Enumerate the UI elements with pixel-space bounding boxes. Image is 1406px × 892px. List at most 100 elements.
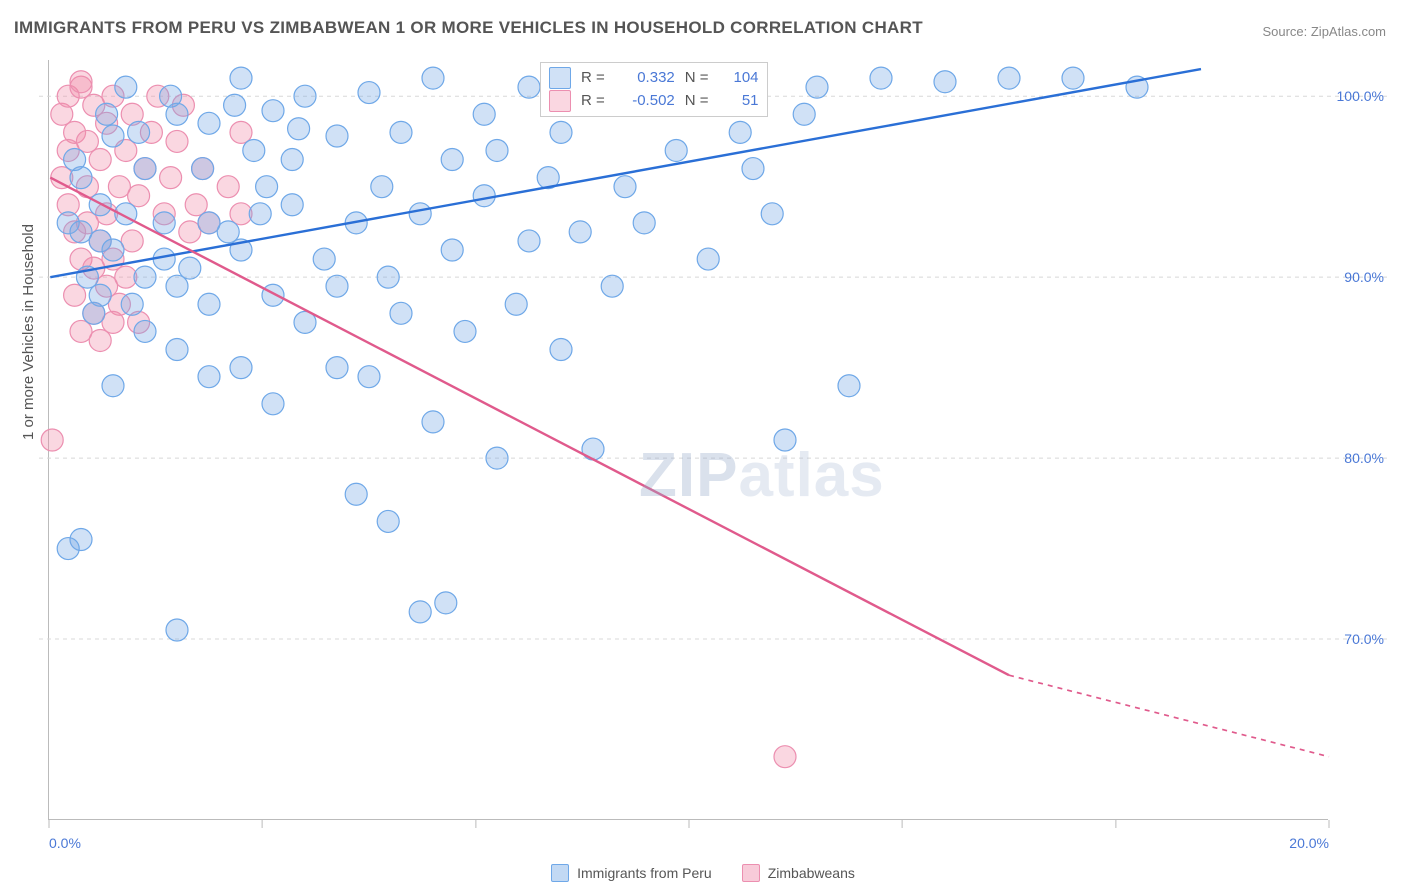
scatter-point	[518, 76, 540, 98]
scatter-point	[390, 121, 412, 143]
scatter-point	[179, 257, 201, 279]
scatter-point	[934, 71, 956, 93]
scatter-point	[249, 203, 271, 225]
scatter-point	[345, 483, 367, 505]
scatter-point	[358, 366, 380, 388]
legend-swatch	[742, 864, 760, 882]
scatter-point	[761, 203, 783, 225]
scatter-point	[166, 619, 188, 641]
scatter-point	[89, 149, 111, 171]
scatter-point	[326, 125, 348, 147]
scatter-point	[41, 429, 63, 451]
scatter-point	[1062, 67, 1084, 89]
scatter-point	[371, 176, 393, 198]
scatter-point	[774, 429, 796, 451]
scatter-point	[774, 746, 796, 768]
scatter-point	[582, 438, 604, 460]
scatter-point	[198, 112, 220, 134]
source-attribution: Source: ZipAtlas.com	[1262, 24, 1386, 39]
scatter-point	[192, 158, 214, 180]
scatter-point	[243, 139, 265, 161]
scatter-point	[665, 139, 687, 161]
scatter-point	[806, 76, 828, 98]
scatter-point	[742, 158, 764, 180]
scatter-point	[793, 103, 815, 125]
scatter-point	[486, 447, 508, 469]
scatter-point	[409, 601, 431, 623]
x-tick-label: 0.0%	[49, 835, 81, 851]
scatter-point	[313, 248, 335, 270]
stats-n-value: 104	[719, 67, 759, 90]
trend-line-dashed	[1009, 675, 1329, 756]
scatter-point	[198, 366, 220, 388]
chart-title: IMMIGRANTS FROM PERU VS ZIMBABWEAN 1 OR …	[14, 18, 923, 38]
scatter-point	[102, 125, 124, 147]
scatter-point	[256, 176, 278, 198]
scatter-point	[96, 103, 118, 125]
legend-bottom: Immigrants from Peru Zimbabweans	[0, 864, 1406, 882]
scatter-point	[569, 221, 591, 243]
scatter-point	[422, 411, 444, 433]
scatter-point	[486, 139, 508, 161]
scatter-point	[224, 94, 246, 116]
scatter-point	[198, 293, 220, 315]
scatter-point	[358, 82, 380, 104]
scatter-point	[70, 71, 92, 93]
scatter-point	[838, 375, 860, 397]
scatter-point	[134, 158, 156, 180]
stats-r-value: 0.332	[615, 67, 675, 90]
scatter-point	[422, 67, 444, 89]
scatter-point	[64, 149, 86, 171]
scatter-point	[102, 375, 124, 397]
scatter-point	[166, 339, 188, 361]
scatter-point	[230, 67, 252, 89]
stats-row: R = 0.332 N = 104	[549, 67, 759, 90]
stats-r-value: -0.502	[615, 90, 675, 113]
scatter-point	[473, 185, 495, 207]
x-tick-label: 20.0%	[1289, 835, 1329, 851]
scatter-point	[505, 293, 527, 315]
scatter-point	[281, 194, 303, 216]
scatter-point	[134, 320, 156, 342]
scatter-point	[377, 510, 399, 532]
y-tick-label: 90.0%	[1344, 269, 1384, 285]
scatter-point	[377, 266, 399, 288]
scatter-point	[441, 239, 463, 261]
scatter-point	[217, 176, 239, 198]
scatter-point	[435, 592, 457, 614]
scatter-point	[153, 212, 175, 234]
scatter-point	[614, 176, 636, 198]
y-tick-label: 80.0%	[1344, 450, 1384, 466]
scatter-point	[326, 357, 348, 379]
y-tick-label: 100.0%	[1337, 88, 1384, 104]
scatter-point	[518, 230, 540, 252]
scatter-point	[454, 320, 476, 342]
scatter-point	[601, 275, 623, 297]
y-tick-label: 70.0%	[1344, 631, 1384, 647]
scatter-point	[729, 121, 751, 143]
scatter-point	[697, 248, 719, 270]
scatter-point	[121, 293, 143, 315]
scatter-point	[390, 302, 412, 324]
legend-swatch	[551, 864, 569, 882]
scatter-point	[262, 284, 284, 306]
stats-swatch	[549, 67, 571, 89]
scatter-point	[89, 284, 111, 306]
legend-label: Zimbabweans	[768, 865, 855, 881]
scatter-point	[550, 121, 572, 143]
scatter-point	[262, 100, 284, 122]
legend-item: Immigrants from Peru	[551, 864, 712, 882]
scatter-point	[230, 357, 252, 379]
stats-row: R = -0.502 N = 51	[549, 90, 759, 113]
scatter-point	[217, 221, 239, 243]
stats-n-value: 51	[719, 90, 759, 113]
chart-svg: 70.0%80.0%90.0%100.0%0.0%20.0%	[49, 60, 1328, 819]
scatter-point	[998, 67, 1020, 89]
scatter-point	[115, 76, 137, 98]
stats-box: R = 0.332 N = 104 R = -0.502 N = 51	[540, 62, 768, 117]
stats-swatch	[549, 90, 571, 112]
scatter-point	[166, 130, 188, 152]
scatter-point	[134, 266, 156, 288]
scatter-point	[262, 393, 284, 415]
scatter-point	[160, 85, 182, 107]
